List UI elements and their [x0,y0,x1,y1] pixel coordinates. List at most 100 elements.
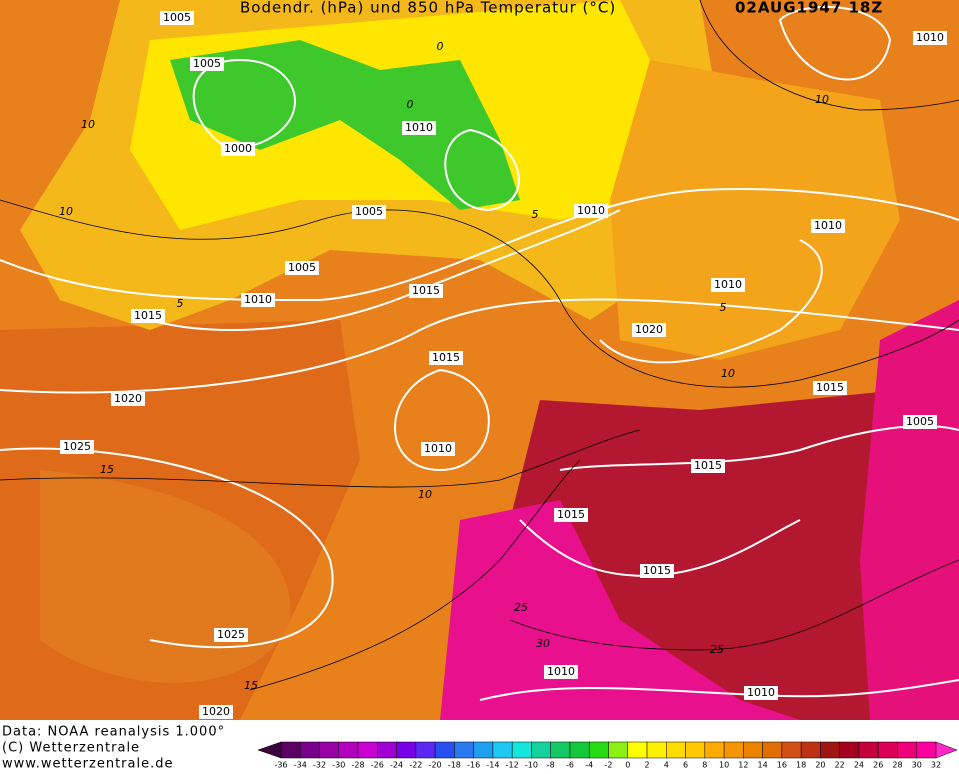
isobar-label-box [160,11,194,25]
colorbar-tick-label: -6 [566,761,574,770]
colorbar-box [550,741,571,759]
isobar-label-box [352,205,386,219]
colorbar-box [685,741,706,759]
temperature-label: 25 [710,643,724,656]
colorbar-box [377,741,397,759]
temperature-label: 5 [532,208,539,221]
temperature-label: 10 [59,205,73,218]
isobar-label-box [711,278,745,292]
colorbar-tick-label: -2 [605,761,613,770]
isobar-label-box [60,440,94,454]
isobar-label: 1025 [63,440,91,453]
colorbar-box [300,741,320,759]
colorbar-tick-label: 10 [719,761,729,770]
isobar-label: 1005 [163,11,191,24]
colorbar-box [588,741,609,759]
temperature-label: 5 [177,297,184,310]
temperature-label: 10 [815,93,829,106]
website: www.wetterzentrale.de [2,757,173,771]
colorbar-box [319,741,340,759]
colorbar-box [800,741,821,759]
temperature-label: 15 [244,679,258,692]
colorbar-tick-label: -36 [274,761,287,770]
temperature-label: 25 [514,601,528,614]
colorbar-box [781,741,802,759]
isobar-label-box [221,142,255,156]
isobar-label-box [640,564,674,578]
colorbar-tick-label: -12 [506,761,519,770]
colorbar-box [454,741,474,759]
isobar-label-box [554,508,588,522]
colorbar-tick-label: 24 [854,761,864,770]
map-date: 02AUG1947 18Z [735,0,883,17]
colorbar-box [743,741,763,759]
colorbar-tick-label: -32 [313,761,326,770]
colorbar-tick-label: -24 [390,761,403,770]
isobar-label: 1020 [635,323,663,336]
isobar-label: 1010 [577,204,605,217]
isobar-label-box [421,442,455,456]
colorbar-tick-label: 28 [892,761,902,770]
colorbar-tick-label: 2 [644,761,649,770]
colorbar-box [704,741,725,759]
isobar-label: 1015 [134,309,162,322]
colorbar-box [492,741,513,759]
colorbar-box [916,741,937,759]
isobar-label-box [214,628,248,642]
colorbar-tick-label: -34 [294,761,307,770]
colorbar-tick-label: 20 [815,761,825,770]
labels: 1005100510001010100510051010101510151010… [59,11,947,719]
map-title: Bodendr. (hPa) und 850 hPa Temperatur (°… [240,0,616,17]
colorbar-box [608,741,629,759]
isobar-label-box [811,219,845,233]
copyright: (C) Wetterzentrale [2,741,140,756]
isobar-label-box [574,204,608,218]
colorbar-box [839,741,860,759]
colorbar-arrow [935,741,958,759]
isobar-label-box [913,31,947,45]
colorbar-box [280,741,301,759]
colorbar-tick-label: -16 [467,761,480,770]
colorbar-tick-label: 30 [912,761,922,770]
colorbar-box [511,741,532,759]
isobar-label: 1010 [244,293,272,306]
colorbar-tick-label: -26 [371,761,384,770]
isobar-label: 1015 [412,284,440,297]
colorbar-tick-label: -18 [448,761,461,770]
colorbar-tick-label: -14 [486,761,499,770]
isobar-label: 1010 [714,278,742,291]
isobar-label-box [744,686,778,700]
colorbar-box [666,741,686,759]
isobar-label: 1005 [193,57,221,70]
isobar-label: 1005 [355,205,383,218]
colorbar-tick-label: 4 [664,761,669,770]
temperature-contours [0,0,959,691]
colorbar-box [877,741,898,759]
isobar-label: 1005 [906,415,934,428]
isobar-label: 1015 [694,459,722,472]
isobar-label: 1010 [405,121,433,134]
temperature-label: 0 [437,40,444,53]
isobar-label: 1015 [643,564,671,577]
colorbar-box [762,741,783,759]
isobar-label: 1000 [224,142,252,155]
isobar-label: 1010 [424,442,452,455]
data-source: Data: NOAA reanalysis 1.000° [2,725,225,740]
isobar-label: 1020 [202,705,230,718]
colorbar-arrow [257,741,282,759]
colorbar-tick-label: -22 [409,761,422,770]
temperature-label: 15 [100,463,114,476]
colorbar-box [723,741,744,759]
isobar-label-box [111,392,145,406]
isobar-label-box [190,57,224,71]
colorbar-tick-label: 0 [625,761,630,770]
isobar-label-box [813,381,847,395]
isobar-label: 1005 [288,261,316,274]
isobar-label-box [429,351,463,365]
isobar-label-box [903,415,937,429]
isobar-label-box [691,459,725,473]
colorbar-tick-label: 8 [702,761,707,770]
colorbar-tick-label: 6 [683,761,688,770]
isobar-label: 1015 [432,351,460,364]
